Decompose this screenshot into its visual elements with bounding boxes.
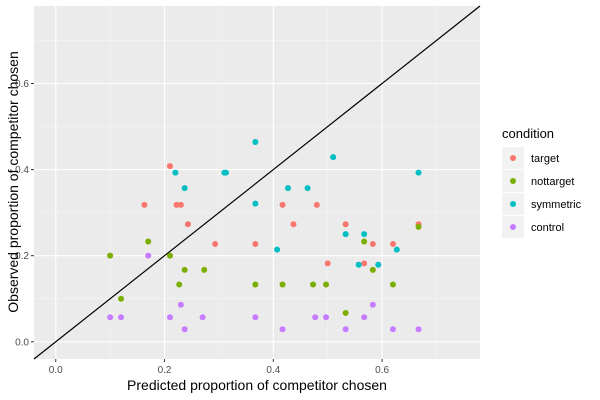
x-tick-label: 0.0 (49, 365, 63, 376)
reference-line (33, 5, 481, 360)
y-tick-label: 0.2 (15, 251, 29, 262)
data-point-symmetric (304, 185, 311, 192)
data-point-target (342, 221, 349, 228)
data-point-nottarget (166, 252, 173, 259)
data-point-control (252, 314, 259, 321)
data-points (107, 139, 422, 333)
legend-point-target (510, 155, 516, 161)
data-point-control (389, 326, 396, 333)
data-point-symmetric (252, 139, 259, 146)
y-axis-ticks: 0.0 0.2 0.4 0.6 (15, 79, 34, 348)
x-tick-label: 0.4 (266, 365, 280, 376)
data-point-target (212, 241, 219, 248)
data-point-control (118, 314, 125, 321)
data-point-nottarget (342, 309, 349, 316)
data-point-nottarget (252, 281, 259, 288)
data-point-target (141, 201, 148, 208)
legend-title: condition (502, 126, 554, 141)
data-point-control (361, 314, 368, 321)
data-point-control (312, 314, 319, 321)
y-axis-title: Observed proportion of competitor chosen (5, 51, 21, 312)
data-point-control (145, 252, 152, 259)
data-point-nottarget (361, 238, 368, 245)
data-point-control (279, 326, 286, 333)
data-point-nottarget (389, 281, 396, 288)
data-point-symmetric (181, 185, 188, 192)
data-point-symmetric (222, 169, 229, 176)
y-tick-label: 0.0 (15, 337, 29, 348)
data-point-target (173, 201, 180, 208)
x-tick-label: 0.2 (158, 365, 172, 376)
data-point-nottarget (181, 266, 188, 273)
data-point-nottarget (415, 223, 422, 230)
data-point-symmetric (342, 231, 349, 238)
data-point-symmetric (393, 246, 400, 253)
x-axis-title: Predicted proportion of competitor chose… (127, 377, 387, 393)
data-point-target (184, 221, 191, 228)
data-point-symmetric (415, 169, 422, 176)
data-point-target (361, 260, 368, 267)
data-point-symmetric (252, 200, 259, 207)
data-point-symmetric (285, 185, 292, 192)
data-point-target (279, 201, 286, 208)
grid-major (34, 6, 480, 359)
data-point-target (166, 163, 173, 170)
data-point-control (415, 326, 422, 333)
x-tick-label: 0.6 (375, 365, 389, 376)
legend-label-symmetric: symmetric (531, 199, 582, 211)
data-point-control (181, 326, 188, 333)
data-point-target (389, 241, 396, 248)
data-point-symmetric (355, 261, 362, 268)
data-point-nottarget (310, 281, 317, 288)
y-tick-label: 0.6 (15, 79, 29, 90)
legend-label-target: target (531, 153, 559, 165)
legend-point-symmetric (510, 201, 516, 207)
data-point-target (324, 260, 331, 267)
data-point-nottarget (323, 281, 330, 288)
data-point-symmetric (274, 246, 281, 253)
data-point-control (107, 314, 114, 321)
data-point-nottarget (279, 281, 286, 288)
data-point-nottarget (118, 295, 125, 302)
legend-label-control: control (531, 222, 564, 234)
grid-minor (34, 6, 480, 359)
data-point-control (323, 314, 330, 321)
legend-point-control (510, 224, 516, 230)
data-point-control (177, 301, 184, 308)
x-axis-ticks: 0.0 0.2 0.4 0.6 (49, 359, 389, 376)
data-point-nottarget (145, 238, 152, 245)
data-point-symmetric (172, 169, 179, 176)
data-point-target (369, 241, 376, 248)
data-point-target (177, 201, 184, 208)
reference-line-group (33, 5, 481, 360)
y-tick-label: 0.4 (15, 165, 29, 176)
legend: condition target nottarget symmetric contro… (502, 126, 582, 238)
data-point-control (166, 314, 173, 321)
legend-label-nottarget: nottarget (531, 176, 574, 188)
data-point-target (313, 201, 320, 208)
data-point-symmetric (361, 231, 368, 238)
data-point-nottarget (176, 281, 183, 288)
data-point-control (199, 314, 206, 321)
data-point-nottarget (201, 266, 208, 273)
legend-point-nottarget (510, 178, 516, 184)
data-point-target (252, 241, 259, 248)
data-point-nottarget (369, 266, 376, 273)
data-point-nottarget (107, 252, 114, 259)
data-point-symmetric (375, 261, 382, 268)
data-point-symmetric (330, 154, 337, 161)
data-point-control (369, 301, 376, 308)
data-point-target (290, 221, 297, 228)
data-point-control (342, 326, 349, 333)
